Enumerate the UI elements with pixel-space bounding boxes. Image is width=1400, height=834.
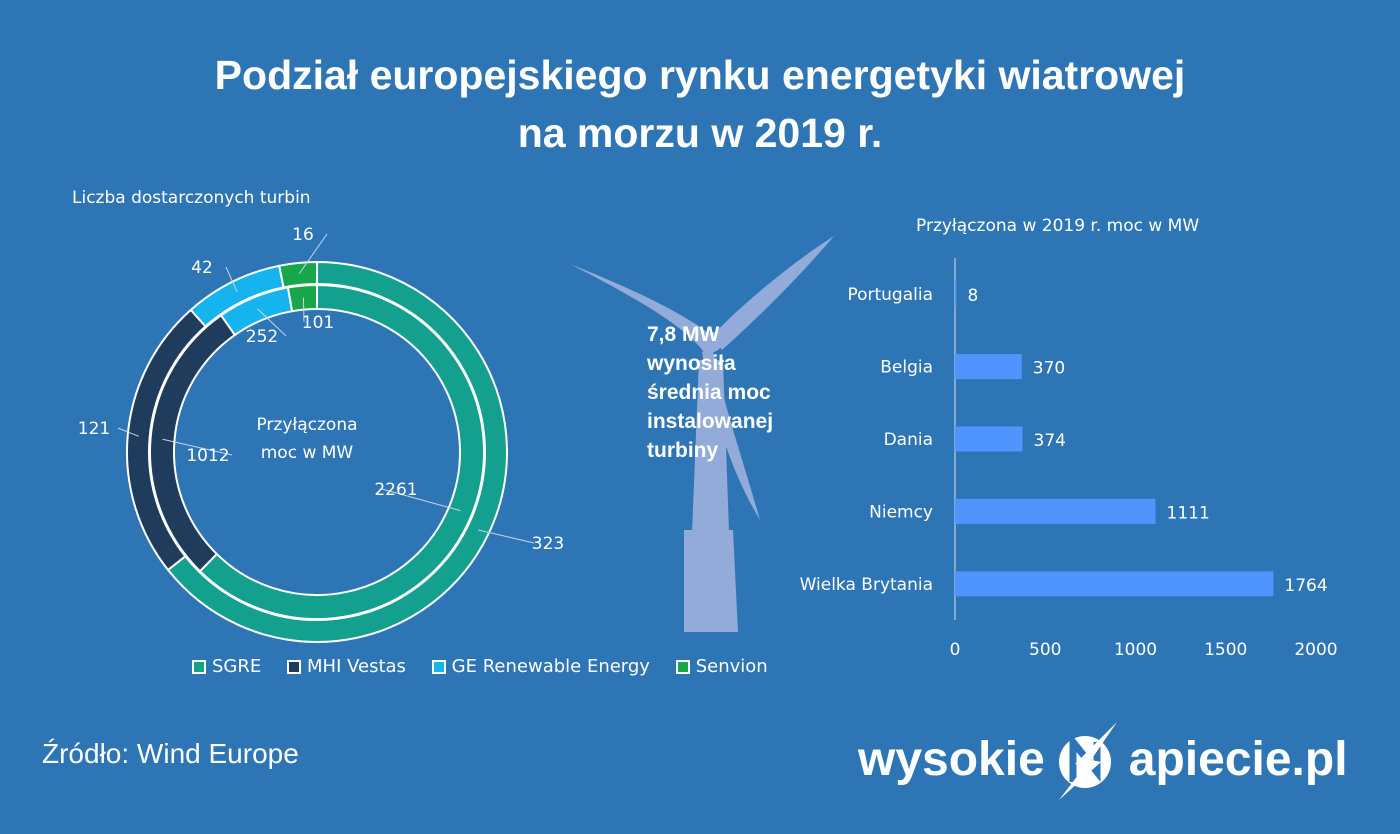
data-label-sgre-power: 2261	[374, 480, 417, 500]
legend-item-mhi-vestas: MHI Vestas	[287, 656, 406, 677]
x-tick-500: 500	[1029, 640, 1061, 660]
doughnut-legend: SGRE MHI Vestas GE Renewable Energy Senv…	[192, 656, 788, 679]
legend-swatch-mhi-vestas	[287, 659, 301, 674]
bar-chart-title: Przyłączona w 2019 r. moc w MW	[916, 216, 1200, 236]
data-label-senvion-power: 101	[302, 313, 334, 333]
doughnut-title: Liczba dostarczonych turbin	[72, 188, 311, 208]
x-tick-1500: 1500	[1204, 640, 1247, 660]
category-label-wielka-brytania: Wielka Brytania	[800, 575, 933, 595]
value-label-portugalia: 8	[967, 286, 978, 306]
logo-text-right: apiecie.pl	[1128, 733, 1348, 786]
category-label-niemcy: Niemcy	[869, 502, 933, 522]
turbine-note: 7,8 MW wynosiła średnia moc instalowanej…	[647, 320, 807, 465]
category-label-belgia: Belgia	[880, 358, 933, 378]
center-label-line-2: moc w MW	[261, 443, 354, 463]
leader-line-mhi-vestas-turbines	[117, 427, 139, 437]
wysokienapiecie-logo: wysokie apiecie.pl	[858, 720, 1348, 800]
value-label-dania: 374	[1034, 431, 1066, 451]
data-label-senvion-turbines: 16	[292, 225, 314, 245]
x-tick-2000: 2000	[1294, 640, 1337, 660]
legend-item-senvion: Senvion	[675, 656, 768, 677]
logo-text-left: wysokie	[858, 733, 1045, 786]
doughnut-slice-senvion-power	[286, 283, 318, 313]
legend-swatch-ge	[431, 659, 446, 674]
legend-label-ge: GE Renewable Energy	[451, 656, 650, 677]
bar-dania	[955, 426, 1023, 452]
title-line-2: na morzu w 2019 r.	[517, 110, 883, 156]
leader-line-sgre-power	[381, 488, 461, 512]
value-label-niemcy: 1111	[1167, 503, 1210, 523]
data-label-mhi-vestas-power: 1012	[186, 446, 229, 466]
legend-label-sgre: SGRE	[212, 656, 262, 677]
leader-line-senvion-power	[302, 297, 305, 323]
lightning-n-icon	[1058, 722, 1117, 800]
legend-item-ge: GE Renewable Energy	[431, 656, 650, 677]
doughnut-slice-senvion-turbines	[278, 260, 318, 289]
data-label-ge-renewable-energy-turbines: 42	[191, 258, 213, 278]
source-note: Źródło: Wind Europe	[42, 738, 299, 769]
data-label-sgre-turbines: 323	[532, 534, 564, 554]
turbine-note-line-5: turbiny	[647, 439, 719, 462]
legend-label-senvion: Senvion	[695, 656, 768, 677]
power-bar-chart: Portugalia 8 Belgia 370 Dania 374 Niemcy 1111 Wi…	[800, 258, 1338, 660]
leader-line-senvion-turbines	[298, 233, 328, 275]
chart-title: Podział europejskiego rynku energetyki w…	[0, 46, 1400, 162]
legend-label-mhi-vestas: MHI Vestas	[307, 656, 406, 677]
data-label-ge-renewable-energy-power: 252	[246, 327, 278, 347]
turbine-note-line-1: 7,8 MW	[647, 323, 720, 346]
legend-swatch-sgre	[192, 659, 206, 674]
x-tick-1000: 1000	[1114, 640, 1157, 660]
value-label-belgia: 370	[1033, 359, 1065, 379]
bar-belgia	[955, 354, 1022, 380]
bar-wielka-brytania	[955, 571, 1274, 597]
leader-line-sgre-turbines	[478, 529, 535, 544]
center-label-line-1: Przyłączona	[256, 415, 357, 435]
value-label-wielka-brytania: 1764	[1284, 576, 1327, 596]
turbine-note-line-4: instalowanej	[647, 410, 774, 433]
category-label-portugalia: Portugalia	[847, 285, 933, 305]
bar-niemcy	[955, 498, 1156, 524]
category-label-dania: Dania	[884, 430, 933, 450]
legend-swatch-senvion	[675, 659, 690, 674]
leader-line-ge-renewable-energy-turbines	[225, 266, 238, 293]
turbine-note-line-2: wynosiła	[647, 352, 736, 375]
leader-line-ge-renewable-energy-power	[257, 308, 287, 337]
leader-line-mhi-vestas-power	[162, 438, 233, 456]
turbine-note-line-3: średnia moc	[647, 381, 771, 404]
wind-turbine-illustration	[570, 236, 834, 632]
turbine-doughnut-chart: 323 121 42 16 2261 1012 252 101 Przyłączona moc w…	[78, 225, 564, 643]
title-line-1: Podział europejskiego rynku energetyki w…	[214, 52, 1186, 98]
legend-item-sgre: SGRE	[192, 656, 261, 677]
data-label-mhi-vestas-turbines: 121	[78, 419, 110, 439]
x-tick-0: 0	[950, 640, 961, 660]
bar-portugalia	[955, 281, 957, 307]
